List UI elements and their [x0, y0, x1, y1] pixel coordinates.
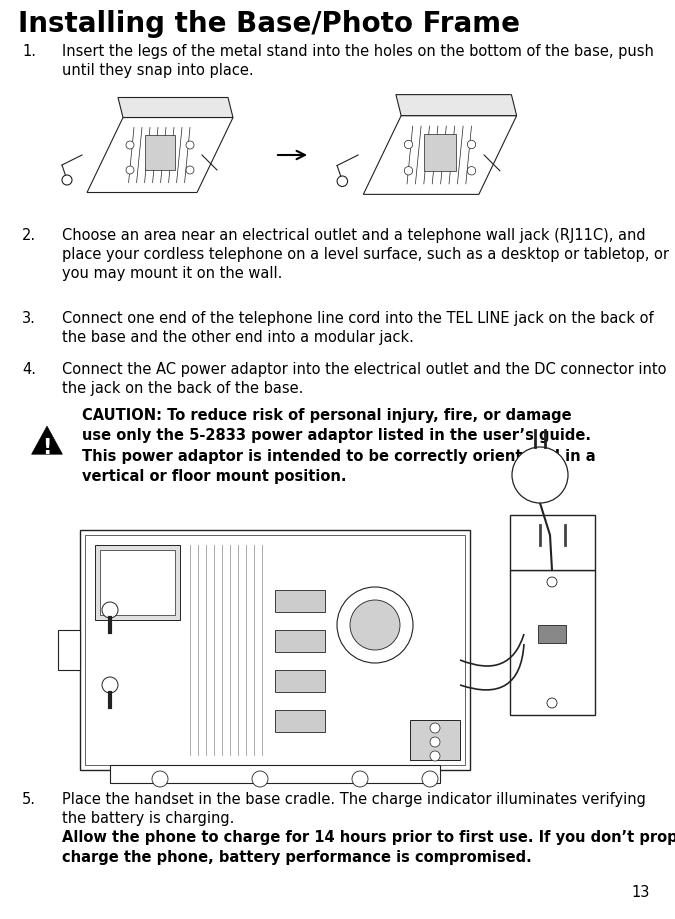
Bar: [510, 515, 595, 570]
Circle shape: [352, 771, 368, 787]
Bar: [95, 545, 180, 620]
Circle shape: [467, 141, 476, 149]
Circle shape: [547, 698, 557, 708]
Text: Choose an area near an electrical outlet and a telephone wall jack (RJ11C), and
: Choose an area near an electrical outlet…: [62, 228, 669, 281]
Circle shape: [252, 771, 268, 787]
Bar: [410, 720, 460, 760]
Bar: [510, 570, 595, 715]
Circle shape: [62, 175, 72, 185]
Text: 2.: 2.: [22, 228, 36, 243]
Text: !: !: [43, 438, 52, 458]
Text: 13: 13: [632, 885, 650, 900]
Bar: [145, 135, 175, 170]
Circle shape: [102, 602, 118, 618]
Circle shape: [186, 141, 194, 149]
Bar: [275, 710, 325, 732]
Circle shape: [404, 141, 412, 149]
Circle shape: [152, 771, 168, 787]
Polygon shape: [363, 116, 516, 195]
Circle shape: [350, 600, 400, 650]
Circle shape: [512, 447, 568, 503]
Polygon shape: [396, 95, 516, 116]
Bar: [85, 535, 465, 765]
Circle shape: [404, 166, 412, 175]
Polygon shape: [118, 97, 233, 118]
Text: CAUTION: To reduce risk of personal injury, fire, or damage
use only the 5-2833 : CAUTION: To reduce risk of personal inju…: [82, 408, 595, 484]
Polygon shape: [32, 426, 62, 454]
Text: 5.: 5.: [22, 792, 36, 807]
Bar: [275, 630, 325, 652]
Circle shape: [422, 771, 438, 787]
Bar: [110, 765, 440, 783]
Circle shape: [430, 723, 440, 733]
Bar: [275, 590, 325, 612]
Circle shape: [430, 751, 440, 761]
Bar: [58, 630, 80, 670]
Circle shape: [126, 141, 134, 149]
Bar: [80, 530, 470, 770]
Circle shape: [126, 166, 134, 174]
Text: Connect one end of the telephone line cord into the TEL LINE jack on the back of: Connect one end of the telephone line co…: [62, 311, 653, 346]
Text: Connect the AC power adaptor into the electrical outlet and the DC connector int: Connect the AC power adaptor into the el…: [62, 362, 666, 396]
Bar: [100, 550, 175, 615]
Circle shape: [337, 587, 413, 663]
Circle shape: [467, 166, 476, 175]
Circle shape: [102, 677, 118, 693]
Text: 4.: 4.: [22, 362, 36, 377]
Text: Allow the phone to charge for 14 hours prior to first use. If you don’t properly: Allow the phone to charge for 14 hours p…: [62, 830, 675, 866]
Text: Place the handset in the base cradle. The charge indicator illuminates verifying: Place the handset in the base cradle. Th…: [62, 792, 646, 826]
Text: 1.: 1.: [22, 44, 36, 59]
Bar: [425, 134, 456, 171]
Text: Insert the legs of the metal stand into the holes on the bottom of the base, pus: Insert the legs of the metal stand into …: [62, 44, 654, 78]
Text: Installing the Base/Photo Frame: Installing the Base/Photo Frame: [18, 10, 520, 38]
Text: 3.: 3.: [22, 311, 36, 326]
Bar: [275, 670, 325, 692]
Circle shape: [547, 577, 557, 587]
Polygon shape: [87, 118, 233, 192]
Circle shape: [337, 176, 348, 187]
Bar: [538, 625, 566, 643]
Circle shape: [186, 166, 194, 174]
Circle shape: [430, 737, 440, 747]
